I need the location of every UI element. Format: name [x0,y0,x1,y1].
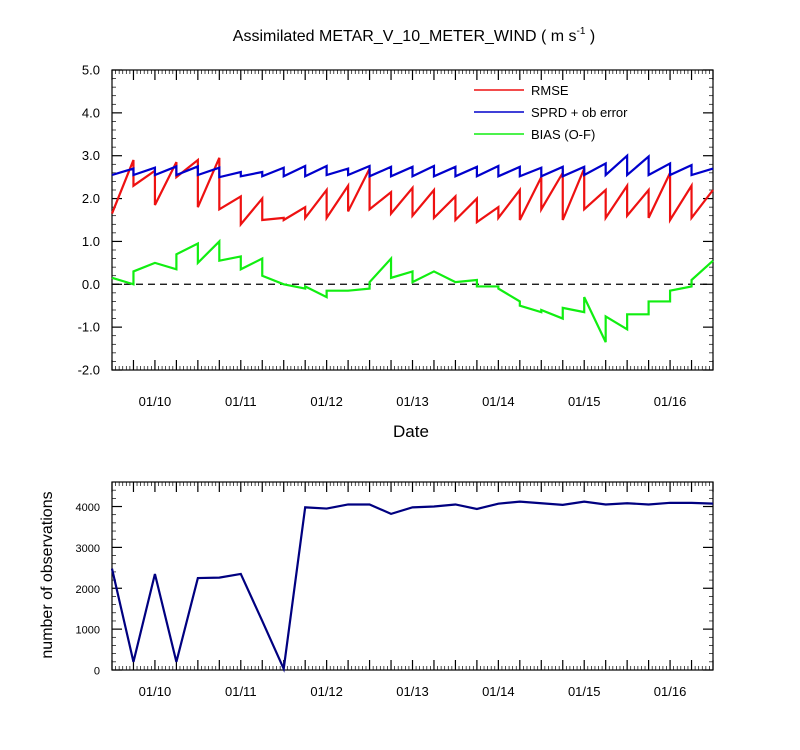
legend-label-rmse: RMSE [531,83,569,98]
x-tick-label: 01/16 [654,684,687,699]
x-tick-label: 01/15 [568,684,601,699]
y-tick-label: 2.0 [82,191,100,206]
y-tick-label: 3.0 [82,148,100,163]
y-tick-label: 4000 [76,502,100,514]
legend: RMSE SPRD + ob error BIAS (O-F) [474,83,628,142]
series-line-sprd-ob-error [111,153,714,179]
bottom-plot-area: 01/10 01/11 01/12 01/13 01/14 01/15 01/16 4000 3… [76,481,714,699]
y-axis-label-observations: number of observations [39,491,56,658]
x-tick-label: 01/16 [654,394,687,409]
x-tick-label: 01/12 [310,684,343,699]
legend-label-bias: BIAS (O-F) [531,127,595,142]
y-tick-label: 5.0 [82,63,100,78]
chart-title: Assimilated METAR_V_10_METER_WIND ( m s-… [233,26,595,45]
y-tick-label: 3000 [76,543,100,555]
x-tick-label: 01/12 [310,394,343,409]
y-tick-label: -2.0 [78,363,100,378]
top-plot-area: 01/10 01/11 01/12 01/13 01/14 01/15 01/16 5.0 4.… [78,63,714,409]
y-tick-label: 0 [94,666,100,678]
x-tick-label: 01/11 [225,394,257,409]
x-axis-label: Date [393,422,429,441]
plot-frame [111,481,714,671]
y-tick-label: 0.0 [82,277,100,292]
y-tick-label: 2000 [76,584,100,596]
series-line-number-of-observations [110,500,714,673]
x-tick-label: 01/11 [225,684,257,699]
x-tick-label: 01/13 [396,394,429,409]
legend-label-spread: SPRD + ob error [531,105,628,120]
series-line-rmse [110,157,714,228]
y-tick-label: 1.0 [82,234,100,249]
y-tick-label: -1.0 [78,320,100,335]
series-line-bias-o-f [111,238,714,343]
y-tick-label: 4.0 [82,105,100,120]
y-tick-label: 1000 [76,625,100,637]
x-tick-label: 01/10 [139,684,172,699]
x-tick-label: 01/15 [568,394,601,409]
x-tick-label: 01/14 [482,684,515,699]
x-tick-label: 01/10 [139,394,172,409]
x-tick-label: 01/14 [482,394,515,409]
x-tick-label: 01/13 [396,684,429,699]
